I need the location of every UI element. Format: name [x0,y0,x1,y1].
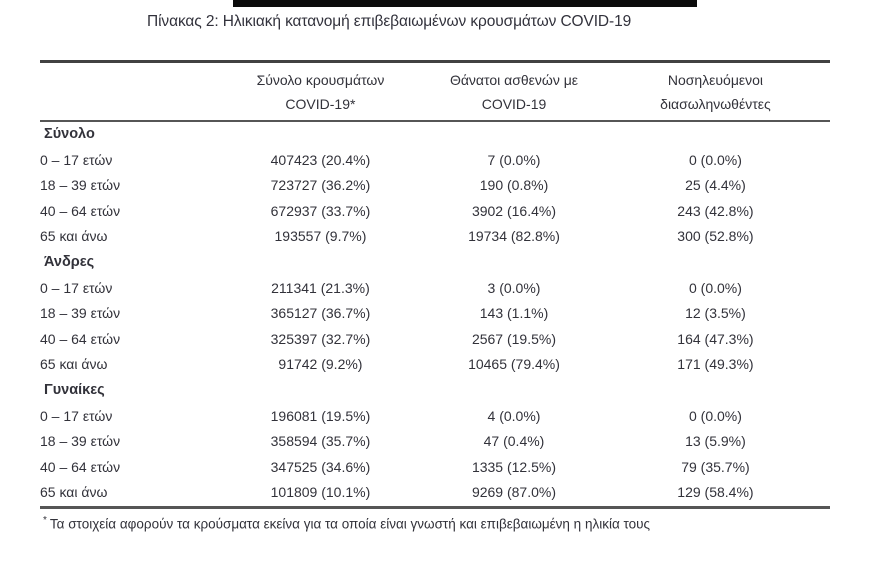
covid-age-table-container: Σύνολο κρουσμάτων COVID-19* Θάνατοι ασθε… [40,60,830,531]
cases-cell: 91742 (9.2%) [278,356,363,373]
footnote-text: Τα στοιχεία αφορούν τα κρούσματα εκείνα … [49,516,651,532]
header-deaths-line2: COVID-19 [481,96,547,112]
covid-age-table: Σύνολο κρουσμάτων COVID-19* Θάνατοι ασθε… [40,60,830,509]
deaths-cell: 143 (1.1%) [479,305,549,322]
table-row: 65 και άνω 91742 (9.2%) 10465 (79.4%) 17… [40,352,830,378]
header-intubated-line1: Νοσηλευόμενοι [667,72,764,88]
deaths-cell: 1335 (12.5%) [471,458,557,475]
header-total-cases-line2: COVID-19* [285,96,356,112]
intubated-cell: 300 (52.8%) [677,228,754,245]
cases-cell: 347525 (34.6%) [270,458,371,475]
table-row: 40 – 64 ετών 325397 (32.7%) 2567 (19.5%)… [40,327,830,353]
table-row: 0 – 17 ετών 196081 (19.5%) 4 (0.0%) 0 (0… [40,404,830,430]
header-intubated: Νοσηλευόμενοι διασωληνωθέντες [600,61,830,122]
table-row: 18 – 39 ετών 358594 (35.7%) 47 (0.4%) 13… [40,429,830,455]
deaths-cell: 3902 (16.4%) [471,202,557,219]
header-total-cases: Σύνολο κρουσμάτων COVID-19* [213,61,428,122]
intubated-cell: 12 (3.5%) [685,305,746,322]
table-row: 40 – 64 ετών 347525 (34.6%) 1335 (12.5%)… [40,455,830,481]
deaths-cell: 2567 (19.5%) [471,330,557,347]
section-row-total: Σύνολο [40,121,830,148]
age-label-cell: 0 – 17 ετών [40,279,113,296]
intubated-cell: 129 (58.4%) [677,484,754,501]
cases-cell: 193557 (9.7%) [274,228,367,245]
intubated-cell: 0 (0.0%) [688,407,742,424]
age-label-cell: 65 και άνω [40,356,108,373]
table-row: 18 – 39 ετών 365127 (36.7%) 143 (1.1%) 1… [40,301,830,327]
age-label-cell: 65 και άνω [40,228,108,245]
cases-cell: 211341 (21.3%) [271,279,370,296]
table-title: Πίνακας 2: Ηλικιακή κατανομή επιβεβαιωμέ… [147,13,632,30]
header-empty-cell [40,61,214,122]
cases-cell: 365127 (36.7%) [270,305,371,322]
age-label-cell: 0 – 17 ετών [40,407,113,424]
cases-cell: 723727 (36.2%) [270,177,371,194]
age-label-cell: 18 – 39 ετών [40,433,121,450]
cases-cell: 672937 (33.7%) [270,202,371,219]
table-header: Σύνολο κρουσμάτων COVID-19* Θάνατοι ασθε… [40,61,830,122]
table-row: 0 – 17 ετών 211341 (21.3%) 3 (0.0%) 0 (0… [40,276,830,302]
age-label-cell: 40 – 64 ετών [40,202,121,219]
header-deaths-line1: Θάνατοι ασθενών με [449,72,579,88]
deaths-cell: 10465 (79.4%) [468,356,560,373]
cases-cell: 325397 (32.7%) [270,330,371,347]
table-row: 65 και άνω 193557 (9.7%) 19734 (82.8%) 3… [40,224,830,250]
deaths-cell: 190 (0.8%) [479,177,549,194]
deaths-cell: 4 (0.0%) [487,407,541,424]
cases-cell: 407423 (20.4%) [270,151,371,168]
section-row-men: Άνδρες [40,250,830,276]
intubated-cell: 0 (0.0%) [688,151,742,168]
age-label-cell: 40 – 64 ετών [40,458,121,475]
age-label-cell: 40 – 64 ετών [40,330,121,347]
footnote: * Τα στοιχεία αφορούν τα κρούσματα εκείνα… [40,515,830,532]
table-row: 40 – 64 ετών 672937 (33.7%) 3902 (16.4%)… [40,199,830,225]
intubated-cell: 171 (49.3%) [677,356,754,373]
deaths-cell: 47 (0.4%) [483,433,545,450]
age-label-cell: 18 – 39 ετών [40,305,121,322]
cases-cell: 358594 (35.7%) [270,433,371,450]
age-label-cell: 0 – 17 ετών [40,151,113,168]
section-label: Γυναίκες [44,381,105,398]
header-total-cases-line1: Σύνολο κρουσμάτων [256,72,385,88]
header-intubated-line2: διασωληνωθέντες [660,96,771,112]
intubated-cell: 243 (42.8%) [677,202,754,219]
intubated-cell: 0 (0.0%) [688,279,742,296]
footnote-asterisk: * [43,514,47,526]
deaths-cell: 9269 (87.0%) [471,484,557,501]
intubated-cell: 79 (35.7%) [681,458,750,475]
cases-cell: 196081 (19.5%) [270,407,371,424]
deaths-cell: 19734 (82.8%) [468,228,560,245]
table-body: Σύνολο 0 – 17 ετών 407423 (20.4%) 7 (0.0… [40,121,830,507]
table-row: 18 – 39 ετών 723727 (36.2%) 190 (0.8%) 2… [40,173,830,199]
age-label-cell: 65 και άνω [40,484,108,501]
age-label-cell: 18 – 39 ετών [40,177,121,194]
section-row-women: Γυναίκες [40,378,830,404]
intubated-cell: 164 (47.3%) [677,330,754,347]
cases-cell: 101809 (10.1%) [270,484,371,501]
intubated-cell: 13 (5.9%) [685,433,746,450]
deaths-cell: 7 (0.0%) [487,151,541,168]
cropped-black-strip [233,0,697,7]
deaths-cell: 3 (0.0%) [487,279,541,296]
table-row: 65 και άνω 101809 (10.1%) 9269 (87.0%) 1… [40,480,830,507]
table-row: 0 – 17 ετών 407423 (20.4%) 7 (0.0%) 0 (0… [40,148,830,174]
section-label: Άνδρες [44,253,95,270]
section-label: Σύνολο [44,126,95,142]
intubated-cell: 25 (4.4%) [685,177,746,194]
header-deaths: Θάνατοι ασθενών με COVID-19 [427,61,601,122]
